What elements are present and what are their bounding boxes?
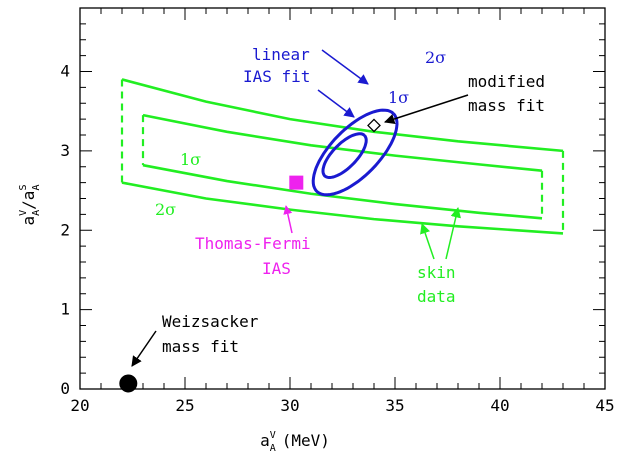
- y-tick-label: 1: [60, 300, 70, 319]
- point-thomas-fermi: [289, 175, 304, 190]
- annotation-weiz-mass-fit: mass fit: [162, 337, 239, 356]
- arrow-skin-to-1sigma: [420, 223, 435, 260]
- skin-band-2-lower: [121, 181, 564, 235]
- annotation-modified: modified: [468, 72, 545, 91]
- annotation-data: data: [417, 287, 456, 306]
- label-ias-2sigma: 2σ: [425, 48, 446, 67]
- y-tick-label: 3: [60, 141, 70, 160]
- label-skin-1sigma: 1σ: [180, 150, 201, 169]
- point-weizsacker: [119, 374, 138, 393]
- x-tick-label: 40: [490, 396, 509, 415]
- x-tick-label: 30: [280, 396, 299, 415]
- ias-ellipse-2: [311, 108, 399, 197]
- annotation-skin: skin: [417, 263, 456, 282]
- annotation-tf-ias: IAS: [262, 259, 291, 278]
- annotation-mass-fit: mass fit: [468, 96, 545, 115]
- y-tick-label: 0: [60, 379, 70, 398]
- y-axis-label: aV A/aS A: [18, 184, 42, 225]
- x-axis-label: aV A (MeV): [260, 430, 330, 454]
- x-tick-label: 25: [175, 396, 194, 415]
- arrow-modified-to-diamond: [384, 94, 469, 125]
- x-tick-label: 45: [595, 396, 614, 415]
- arrow-skin-to-2sigma: [445, 206, 461, 260]
- label-ias-1sigma: 1σ: [388, 88, 409, 107]
- arrow-linear-to-2sigma: [321, 49, 369, 85]
- x-tick-label: 35: [385, 396, 404, 415]
- ias-ellipse-1: [321, 132, 368, 179]
- annotation-thomas-fermi: Thomas-Fermi: [195, 234, 311, 253]
- x-tick-label: 20: [70, 396, 89, 415]
- arrow-tf-to-square: [283, 205, 293, 234]
- annotation-linear: linear: [252, 45, 310, 64]
- annotation-ias-fit: IAS fit: [243, 67, 310, 86]
- point-modified-mass-fit: [367, 118, 381, 133]
- arrow-weiz-to-point: [131, 330, 157, 367]
- y-tick-label: 4: [60, 62, 70, 81]
- annotation-weizsacker: Weizsacker: [162, 312, 259, 331]
- axis-ticks: [79, 7, 606, 390]
- axis-tick-labels: 20 25 30 35 40 45 0 1 2 3 4: [60, 62, 614, 416]
- y-tick-label: 2: [60, 220, 70, 239]
- label-skin-2sigma: 2σ: [155, 200, 176, 219]
- skin-band-1-lower: [142, 163, 543, 220]
- arrow-ias-fit-to-1sigma: [317, 89, 355, 118]
- skin-band-1-upper: [142, 113, 543, 173]
- skin-band-2-upper: [121, 78, 564, 153]
